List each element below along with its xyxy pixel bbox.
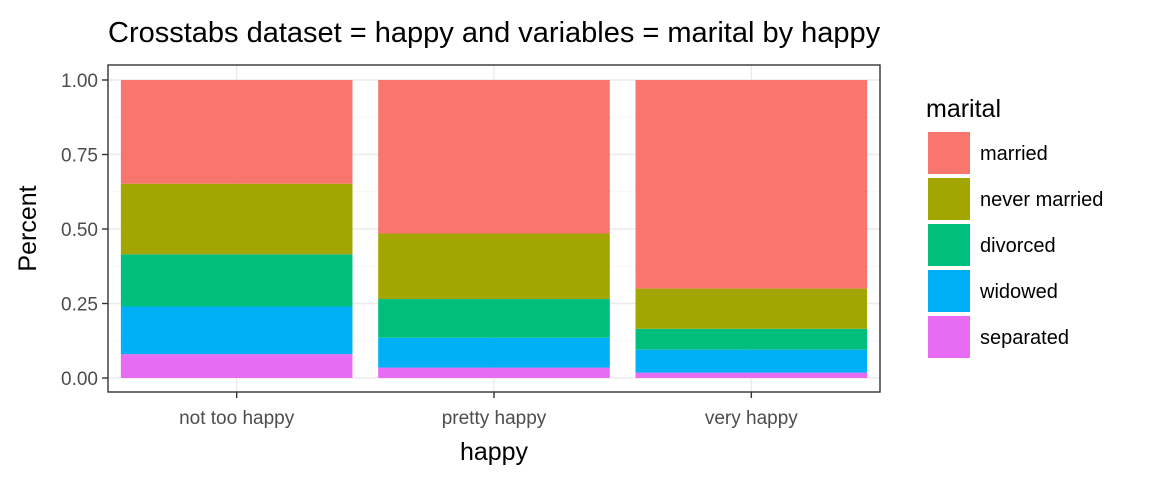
legend: marital married never married divorced wido… — [926, 95, 1103, 358]
x-tick-label: pretty happy — [442, 408, 547, 429]
legend-swatch-never-married — [928, 178, 970, 220]
y-tick-label: 1.00 — [61, 71, 98, 92]
bar-segment-separated — [635, 372, 868, 378]
bar-segment-divorced — [378, 299, 610, 338]
bar-segment-widowed — [378, 337, 610, 368]
legend-label: widowed — [979, 281, 1058, 303]
y-tick-label: 0.75 — [61, 146, 98, 167]
y-axis-title: Percent — [14, 185, 42, 271]
legend-title: marital — [926, 95, 1001, 123]
legend-swatch-widowed — [928, 270, 970, 312]
bar-segment-married — [120, 80, 353, 184]
legend-label: married — [980, 143, 1048, 165]
bar-segment-divorced — [120, 254, 353, 307]
chart-title: Crosstabs dataset = happy and variables … — [108, 17, 881, 49]
y-tick-label: 0.50 — [61, 220, 98, 241]
bar-segment-never-married — [120, 183, 353, 255]
x-tick-label: not too happy — [179, 408, 295, 429]
bar-segment-separated — [378, 367, 610, 378]
x-tick-label: very happy — [705, 408, 798, 429]
bar-segment-married — [635, 80, 868, 289]
bar-segment-separated — [120, 354, 353, 378]
y-tick-label: 0.25 — [61, 295, 98, 316]
bar-segment-divorced — [635, 328, 868, 350]
bar-segment-never-married — [635, 288, 868, 329]
plot-area: 0.00 0.25 0.50 0.75 1.00 not too happy pretty … — [61, 64, 881, 429]
legend-swatch-separated — [928, 316, 970, 358]
bar-segment-never-married — [378, 233, 610, 300]
legend-label: never married — [980, 189, 1103, 211]
bar-segment-widowed — [635, 349, 868, 373]
legend-swatch-divorced — [928, 224, 970, 266]
bar-segment-widowed — [120, 306, 353, 355]
legend-swatch-married — [928, 132, 970, 174]
y-tick-label: 0.00 — [61, 369, 98, 390]
legend-label: separated — [980, 327, 1069, 349]
legend-label: divorced — [980, 235, 1056, 257]
x-axis-title: happy — [460, 438, 529, 466]
bar-segment-married — [378, 80, 610, 234]
